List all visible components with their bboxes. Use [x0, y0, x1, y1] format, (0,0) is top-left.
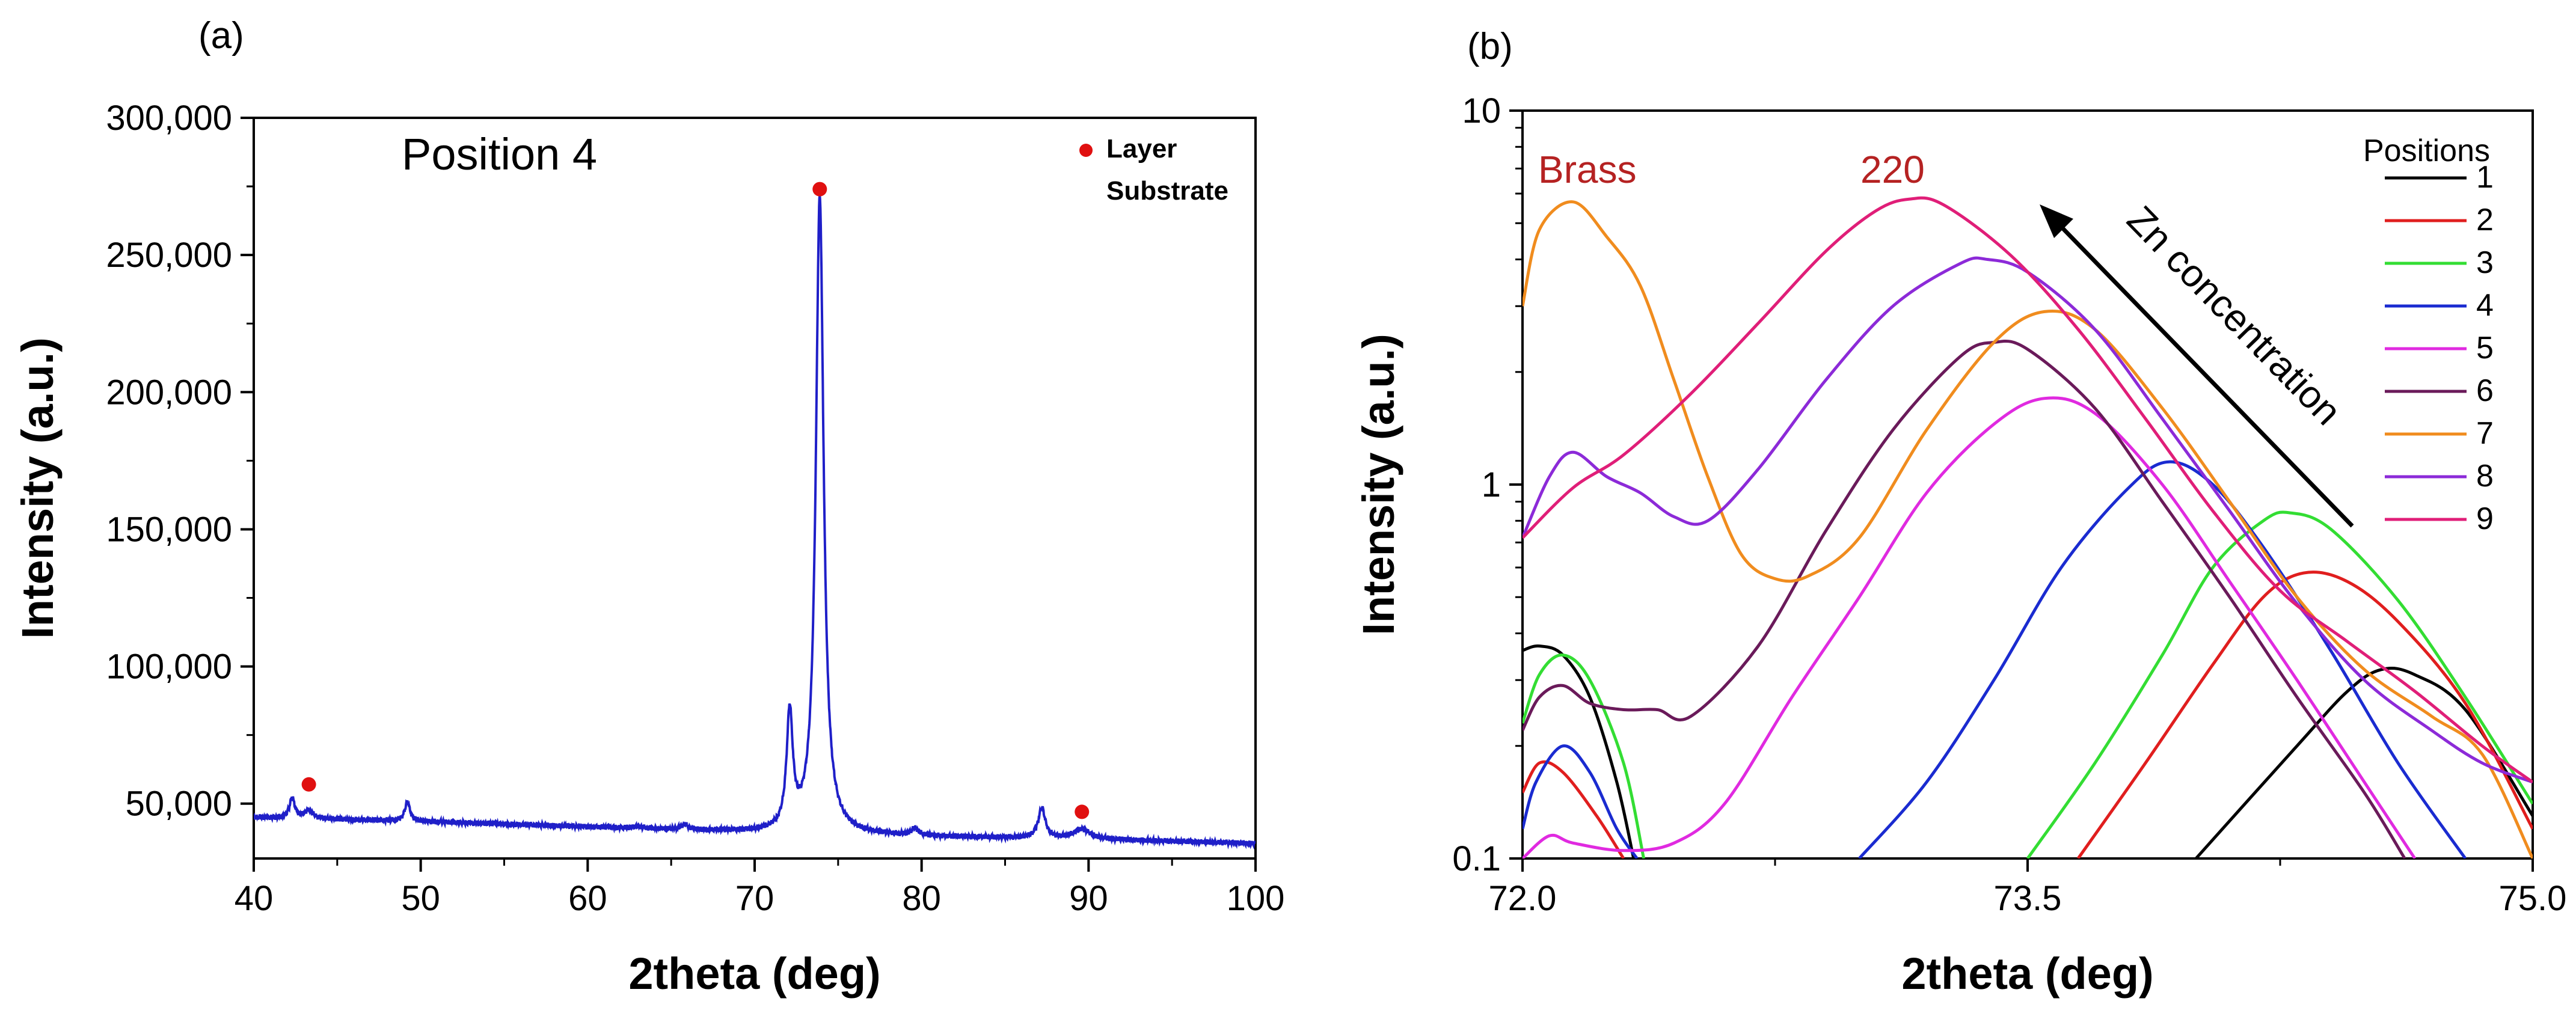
panel-b-y-axis-title: Intensity (a.u.) — [1354, 334, 1403, 635]
panel-b-chart: (b) 72.0 73.5 75.0 0.1 1 10 Brass 220 Zn con… — [1354, 26, 2566, 999]
panel-b-legend-entries: 1 2 3 4 5 6 7 8 9 — [2385, 160, 2494, 536]
legend-label-position-1: 1 — [2476, 160, 2494, 195]
zn-concentration-annotation: Zn concentration — [2040, 198, 2354, 528]
panel-a-series-line — [254, 195, 1256, 850]
legend-layer-label: Layer — [1106, 134, 1177, 164]
y-tick-label: 10 — [1462, 91, 1501, 130]
panel-a-label: (a) — [198, 15, 244, 57]
legend-label-position-4: 4 — [2476, 288, 2494, 323]
annotation-brass: Brass — [1538, 148, 1637, 191]
x-tick-label: 72.0 — [1489, 879, 1557, 918]
layer-marker — [812, 182, 827, 197]
y-tick-label: 200,000 — [106, 373, 232, 412]
legend-title: Positions — [2363, 133, 2490, 168]
panel-a-layer-markers — [301, 182, 1090, 819]
legend-label-position-5: 5 — [2476, 331, 2494, 366]
series-line-position-7 — [1523, 200, 2533, 858]
panel-a-x-ticks: 40 50 60 70 80 90 100 — [235, 858, 1285, 918]
legend-layer-marker — [1079, 144, 1093, 157]
y-tick-label: 1 — [1482, 465, 1501, 504]
legend-label-position-6: 6 — [2476, 373, 2494, 408]
series-line-position-8 — [1523, 256, 2533, 784]
zn-arrow-head — [2040, 204, 2073, 238]
legend-substrate-label: Substrate — [1106, 176, 1228, 206]
panel-a-x-axis-title: 2theta (deg) — [628, 949, 880, 999]
x-tick-label: 90 — [1069, 879, 1108, 918]
panel-a-legend: Layer Substrate — [1079, 134, 1228, 206]
layer-marker — [1075, 804, 1090, 819]
series-line-position-2 — [1523, 571, 2533, 858]
panel-a-y-ticks: 50,000 100,000 150,000 200,000 250,000 300,00… — [106, 99, 254, 824]
series-line-position-3 — [1523, 510, 2533, 858]
y-tick-label: 250,000 — [106, 236, 232, 275]
layer-marker — [301, 777, 316, 792]
panel-b-y-ticks: 0.1 1 10 — [1452, 91, 1523, 878]
panel-a-title: Position 4 — [402, 129, 597, 179]
panel-b-series-group — [1523, 196, 2533, 858]
legend-label-position-3: 3 — [2476, 245, 2494, 280]
y-tick-label: 50,000 — [126, 785, 232, 824]
series-line-position-9 — [1523, 196, 2533, 784]
zn-arrow-shaft — [2053, 219, 2354, 528]
annotation-220: 220 — [1860, 148, 1925, 191]
x-tick-label: 50 — [401, 879, 440, 918]
panel-b-x-ticks: 72.0 73.5 75.0 — [1489, 858, 2567, 918]
panel-b-plot-frame — [1521, 109, 2534, 860]
panel-b-x-axis-title: 2theta (deg) — [1901, 949, 2153, 999]
panel-b-legend: Positions 1 2 3 4 5 6 7 8 9 — [2363, 133, 2494, 536]
x-tick-label: 75.0 — [2499, 879, 2567, 918]
series-line-position-1 — [1523, 644, 2533, 858]
legend-label-position-8: 8 — [2476, 459, 2494, 494]
panel-a-chart: (a) 40 50 60 70 80 90 100 50,000 100,000 150,000… — [13, 15, 1284, 999]
y-tick-label: 100,000 — [106, 647, 232, 687]
legend-label-position-9: 9 — [2476, 501, 2494, 536]
x-tick-label: 100 — [1227, 879, 1285, 918]
y-tick-label: 0.1 — [1452, 839, 1501, 878]
x-tick-label: 60 — [568, 879, 607, 918]
series-line-position-6 — [1523, 339, 2406, 858]
x-tick-label: 80 — [902, 879, 941, 918]
panel-b-label: (b) — [1467, 26, 1513, 67]
panel-a-y-axis-title: Intensity (a.u.) — [13, 337, 63, 639]
legend-label-position-7: 7 — [2476, 416, 2494, 451]
y-tick-label: 150,000 — [106, 510, 232, 549]
x-tick-label: 73.5 — [1994, 879, 2062, 918]
series-line-position-4 — [1523, 460, 2467, 858]
y-tick-label: 300,000 — [106, 99, 232, 138]
panel-a-plot-frame — [253, 117, 1257, 860]
legend-label-position-2: 2 — [2476, 203, 2494, 237]
x-tick-label: 70 — [735, 879, 774, 918]
x-tick-label: 40 — [235, 879, 274, 918]
series-line-position-5 — [1523, 396, 2417, 858]
